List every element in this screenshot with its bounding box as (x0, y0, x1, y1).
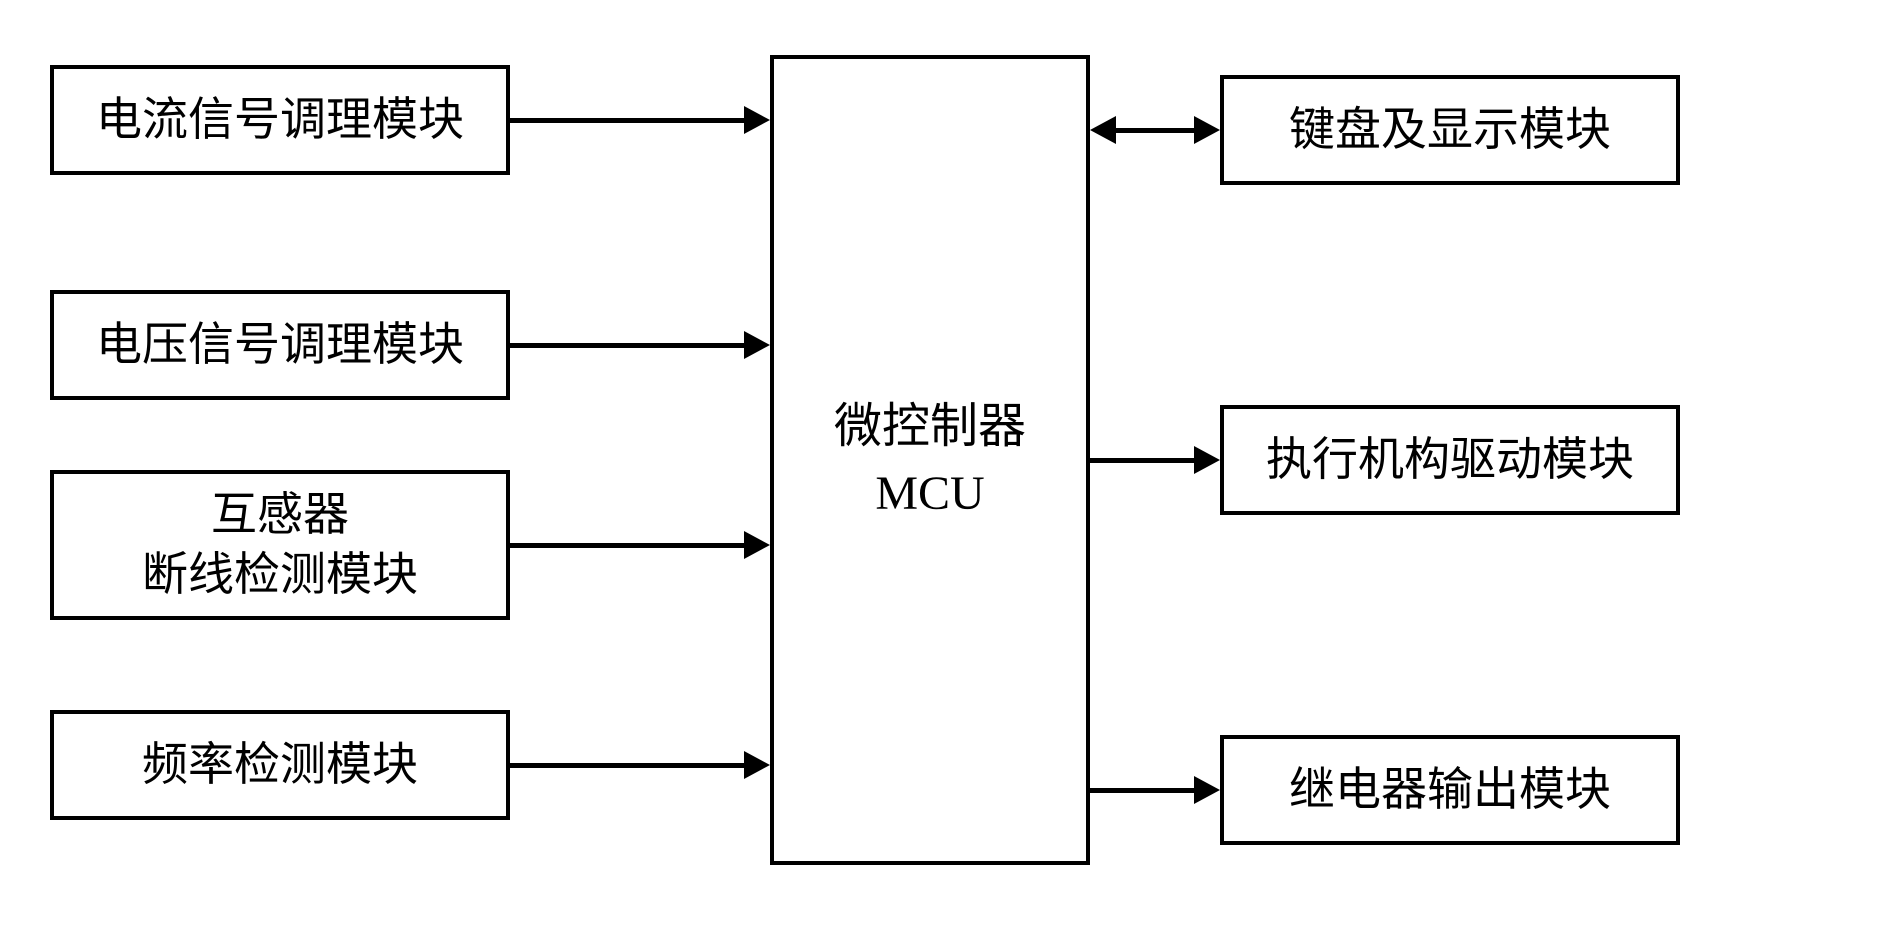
mcu-box: 微控制器 MCU (770, 55, 1090, 865)
arrow-mcu-relay (1090, 788, 1194, 793)
arrow-mcu-keyboard (1116, 128, 1194, 133)
arrow-head-icon (1090, 116, 1116, 144)
voltage-signal-label: 电压信号调理模块 (96, 315, 464, 375)
frequency-detect-box: 频率检测模块 (50, 710, 510, 820)
arrow-mcu-actuator (1090, 458, 1194, 463)
relay-output-label: 继电器输出模块 (1289, 760, 1611, 820)
arrow-current-to-mcu (510, 118, 744, 123)
arrow-head-icon (744, 106, 770, 134)
relay-output-box: 继电器输出模块 (1220, 735, 1680, 845)
frequency-detect-label: 频率检测模块 (142, 735, 418, 795)
arrow-head-icon (1194, 446, 1220, 474)
keyboard-display-label: 键盘及显示模块 (1289, 100, 1611, 160)
voltage-signal-box: 电压信号调理模块 (50, 290, 510, 400)
arrow-head-icon (744, 531, 770, 559)
actuator-drive-box: 执行机构驱动模块 (1220, 405, 1680, 515)
current-signal-box: 电流信号调理模块 (50, 65, 510, 175)
arrow-head-icon (1194, 116, 1220, 144)
arrow-transformer-to-mcu (510, 543, 744, 548)
mcu-label-line2: MCU (834, 460, 1026, 527)
current-signal-label: 电流信号调理模块 (96, 90, 464, 150)
transformer-detect-box: 互感器 断线检测模块 (50, 470, 510, 620)
mcu-label-line1: 微控制器 (834, 393, 1026, 460)
arrow-frequency-to-mcu (510, 763, 744, 768)
transformer-detect-label: 互感器 断线检测模块 (142, 485, 418, 605)
keyboard-display-box: 键盘及显示模块 (1220, 75, 1680, 185)
arrow-voltage-to-mcu (510, 343, 744, 348)
mcu-label: 微控制器 MCU (834, 393, 1026, 527)
actuator-drive-label: 执行机构驱动模块 (1266, 430, 1634, 490)
arrow-head-icon (744, 751, 770, 779)
block-diagram: 电流信号调理模块 电压信号调理模块 互感器 断线检测模块 频率检测模块 微控制器… (0, 0, 1901, 930)
arrow-head-icon (1194, 776, 1220, 804)
arrow-head-icon (744, 331, 770, 359)
